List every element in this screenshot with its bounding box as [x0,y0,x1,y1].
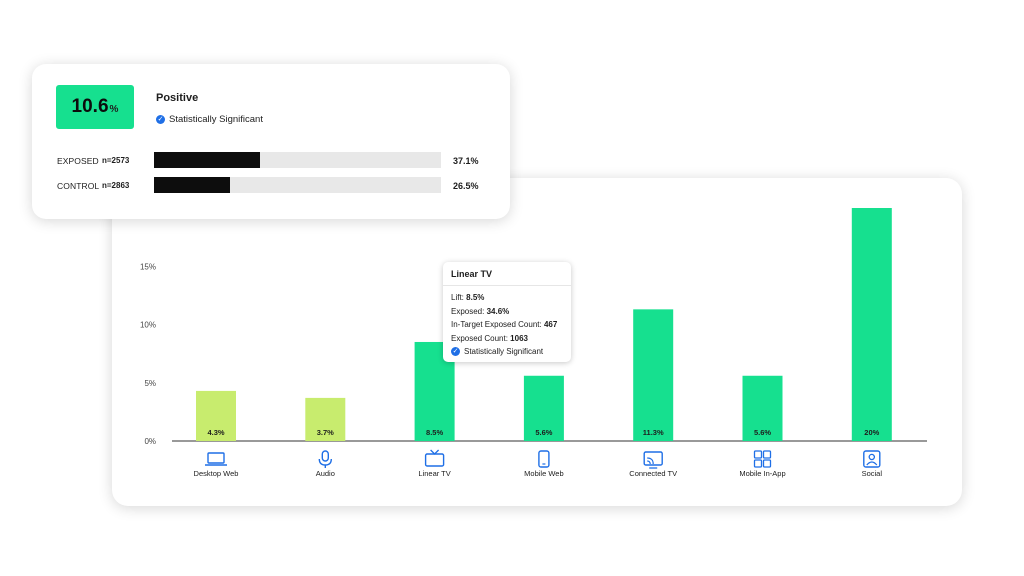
mic-holder [318,458,333,466]
bar-desktop-web [196,390,236,441]
mic-head [321,450,330,462]
microphone-icon [318,450,333,468]
ctv-cast-waves [647,457,654,465]
tooltip-in-target-value: 467 [543,320,558,329]
tv-antenna [430,449,440,455]
significance-indicator: ✓ Statistically Significant [156,114,263,125]
app-grid-tile [762,459,772,468]
tooltip-lift-value: 8.5% [466,293,485,302]
bar-mobile-web [523,375,564,441]
bar-social [851,208,892,441]
category-label: Linear TV [418,469,450,478]
channel-lift-chart-card: 0% 5% 10% 15% 4.3% Desktop Web 3.7% Audio 8.5% Li… [112,178,962,506]
control-percent: 26.5% [453,181,479,191]
tooltip-in-target-row: In-Target Exposed Count: 467 [451,320,557,329]
app-grid-tile [762,450,772,459]
exposed-percent: 37.1% [453,156,479,166]
linear-tv-tooltip: Linear TV Lift: 8.5% Exposed: 34.6% In-T… [443,262,571,362]
app-grid-icon [753,450,772,468]
tooltip-lift-label: Lift: [451,293,464,302]
bar-mobile-in-app [742,375,783,441]
connected-tv-icon [643,451,663,469]
bar-audio [305,397,346,441]
exposed-sample-size: n=2573 [102,156,130,165]
profile-frame [863,450,881,468]
significance-label: Statistically Significant [169,114,263,125]
y-tick-label: 5% [144,379,156,388]
tooltip-significance-row: ✓ Statistically Significant [451,347,543,356]
bar-connected-tv [633,309,674,441]
laptop-screen [207,452,225,464]
category-label: Mobile Web [524,469,563,478]
control-group-label: CONTROL [57,181,100,191]
lift-value: 10.6 [71,96,109,117]
phone-body [538,450,550,468]
bar-value-label: 20% [864,428,879,437]
ctv-screen [643,451,663,466]
lift-unit: % [109,104,119,115]
laptop-icon [205,452,227,466]
tv-screen [424,453,445,467]
mobile-phone-icon [538,450,550,468]
category-label: Mobile In-App [739,469,785,478]
lift-value-badge: 10.6 % [56,85,134,129]
profile-head [868,453,876,461]
category-label: Desktop Web [194,469,239,478]
app-grid-tile [753,450,763,459]
check-circle-icon: ✓ [156,115,165,124]
check-circle-icon: ✓ [451,347,460,356]
profile-shoulders [866,461,878,466]
bar-value-label: 8.5% [426,428,443,437]
tooltip-exposed-value: 34.6% [486,307,510,316]
control-progress-fill [154,177,231,193]
tooltip-divider [443,285,571,286]
channel-lift-bar-chart: 0%5%10%15%4.3%Desktop Web3.7%Audio8.5%Li… [140,208,927,478]
exposed-progress-track [154,152,441,168]
tooltip-exposed-count-row: Exposed Count: 1063 [451,334,528,343]
tooltip-exposed-row: Exposed: 34.6% [451,307,509,316]
app-grid-tile [753,459,763,468]
bar-value-label: 5.6% [535,428,552,437]
tooltip-significance-label: Statistically Significant [464,347,544,356]
y-tick-label: 10% [140,321,156,330]
tooltip-in-target-label: In-Target Exposed Count: [451,320,542,329]
category-label: Audio [316,469,335,478]
control-sample-size: n=2863 [102,181,130,190]
bar-value-label: 11.3% [643,428,664,437]
tooltip-lift-row: Lift: 8.5% [451,293,484,302]
control-progress-track [154,177,441,193]
tooltip-title: Linear TV [451,269,493,279]
lift-summary-card: 10.6 % Positive ✓ Statistically Signific… [32,64,510,219]
y-tick-label: 0% [144,437,156,446]
tooltip-exposed-count-value: 1063 [510,334,528,343]
tooltip-exposed-count-label: Exposed Count: [451,334,508,343]
social-profile-icon [863,450,881,468]
exposed-progress-fill [154,152,261,168]
exposed-group-label: EXPOSED [57,156,99,166]
tooltip-exposed-label: Exposed: [451,307,485,316]
category-label: Social [862,469,883,478]
category-label: Connected TV [629,469,677,478]
bar-value-label: 5.6% [754,428,771,437]
result-label: Positive [156,92,199,104]
bar-value-label: 4.3% [207,428,224,437]
tv-icon [424,449,445,467]
y-tick-label: 15% [140,262,156,271]
bar-value-label: 3.7% [317,428,334,437]
